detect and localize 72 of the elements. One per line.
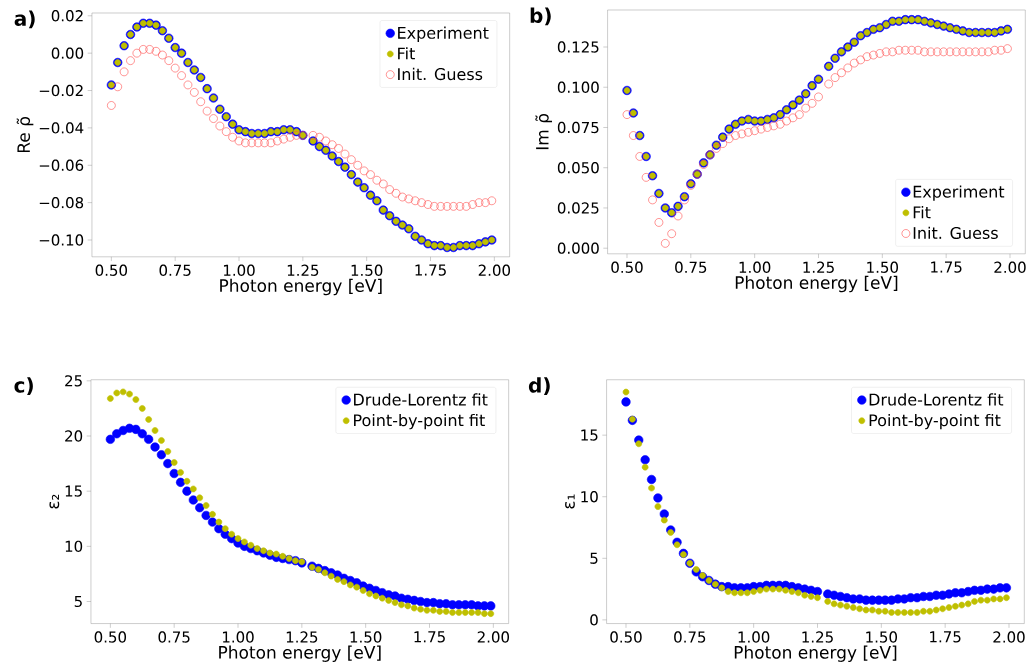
y-tick-label: −0.04 (39, 122, 84, 134)
x-tick-label: 2.00 (993, 631, 1025, 643)
y-tick-label: −0.08 (39, 197, 84, 209)
legend-label: Init. Guess (398, 68, 483, 81)
y-tick-label: 15 (581, 429, 598, 441)
y-tick-label: −0.10 (39, 234, 84, 246)
legend-label: Fit (398, 47, 415, 60)
chart-title: d) (528, 377, 550, 396)
x-tick-label: 1.75 (414, 631, 445, 643)
x-tick-label: 1.50 (350, 631, 382, 643)
legend-label: Point-by-point fit (354, 414, 485, 430)
y-tick-label: 0.125 (557, 41, 599, 53)
legend-label: Experiment (398, 26, 489, 43)
legend-label: Experiment (913, 185, 1005, 202)
y-tick-label: 0.050 (557, 162, 599, 174)
chart-title: c) (14, 377, 33, 396)
legend-label: Point-by-point fit (869, 414, 1001, 430)
y-tick-label: 15 (65, 485, 82, 497)
y-tick-label: 0 (590, 614, 598, 626)
x-tick-label: 0.75 (158, 631, 190, 643)
x-axis-title: Photon energy [eV] (219, 645, 381, 663)
x-tick-label: 0.50 (611, 261, 643, 274)
y-tick-label: 0.000 (557, 242, 599, 255)
x-tick-label: 1.25 (287, 264, 319, 277)
x-tick-label: 1.75 (931, 261, 962, 273)
x-tick-label: 1.75 (930, 631, 961, 643)
x-axis-title: Photon energy [eV] (734, 645, 897, 663)
legend-label: Drude-Lorentz fit (354, 393, 488, 406)
y-tick-label: 0.00 (51, 47, 84, 60)
x-tick-label: 1.50 (866, 631, 898, 643)
y-tick-label: 0.100 (557, 81, 599, 94)
x-tick-label: 0.50 (95, 264, 128, 277)
x-tick-label: 1.00 (739, 261, 771, 274)
y-tick-label: 25 (65, 375, 82, 387)
x-tick-label: 1.00 (222, 631, 254, 643)
y-tick-label: 20 (65, 430, 83, 442)
y-tick-label: 5 (74, 596, 82, 608)
legend-label: Fit (913, 206, 931, 219)
x-tick-label: 0.75 (159, 264, 191, 277)
y-tick-label: −0.06 (39, 159, 84, 172)
x-tick-label: 2.00 (477, 631, 510, 643)
chart-title: b) (530, 7, 551, 26)
x-tick-label: 0.50 (610, 631, 642, 643)
x-tick-label: 2.00 (478, 264, 511, 277)
x-tick-label: 1.50 (351, 264, 383, 277)
x-tick-label: 0.50 (94, 631, 127, 643)
y-axis-title: ε₂ (49, 494, 60, 509)
x-tick-label: 1.75 (415, 264, 446, 276)
x-tick-label: 1.00 (738, 631, 770, 643)
x-tick-label: 0.75 (675, 261, 707, 274)
legend-label: Init. Guess (913, 226, 998, 240)
y-tick-label: 0.025 (557, 202, 599, 214)
y-tick-label: 10 (581, 491, 598, 503)
chart-title: a) (14, 10, 35, 29)
y-axis-title: ε₁ (565, 494, 575, 509)
x-tick-label: 1.25 (803, 261, 834, 274)
y-tick-label: 0.02 (51, 10, 83, 22)
x-tick-label: 0.75 (674, 631, 706, 643)
legend-label: Drude-Lorentz fit (869, 393, 1004, 406)
y-axis-title: Re ρ̃ (16, 117, 34, 153)
y-tick-label: −0.02 (39, 85, 83, 97)
x-tick-label: 1.25 (802, 631, 833, 643)
x-tick-label: 2.00 (994, 261, 1026, 274)
x-axis-title: Photon energy [eV] (735, 276, 898, 293)
y-tick-label: 0.075 (557, 122, 599, 134)
y-tick-label: 10 (65, 540, 83, 553)
x-tick-label: 1.50 (867, 261, 899, 274)
x-tick-label: 1.25 (286, 631, 318, 643)
y-axis-title: Im ρ̃ (535, 114, 553, 150)
x-axis-title: Photon energy [eV] (220, 279, 382, 296)
x-tick-label: 1.00 (223, 264, 255, 277)
y-tick-label: 5 (590, 552, 598, 565)
